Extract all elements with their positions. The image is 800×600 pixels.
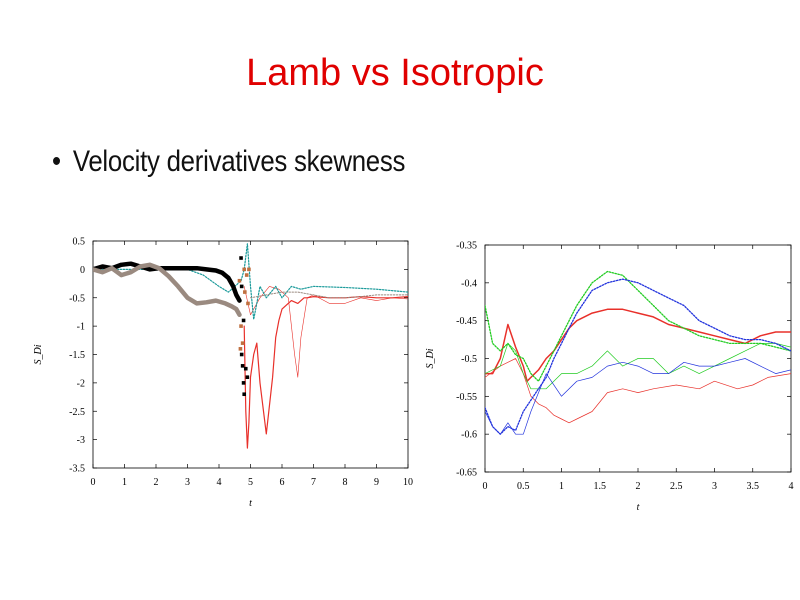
series-line — [250, 291, 408, 299]
scatter-point — [241, 318, 246, 323]
y-tick-label: -0.55 — [456, 392, 477, 403]
scatter-point — [244, 273, 249, 277]
scatter-point — [247, 267, 251, 272]
x-tick-label: 1 — [559, 481, 564, 492]
x-tick-label: 3 — [185, 477, 190, 488]
scatter-point — [239, 324, 243, 328]
scatter-point — [240, 364, 245, 368]
x-tick-label: 1 — [122, 477, 127, 488]
series-line — [485, 358, 791, 424]
series-line — [243, 296, 408, 449]
y-tick-label: -3.5 — [69, 464, 85, 475]
y-tick-label: -0.5 — [461, 354, 477, 365]
scatter-point — [239, 352, 244, 357]
series-line — [485, 308, 791, 382]
y-axis-label: S_Di — [425, 348, 436, 368]
x-tick-label: 1.5 — [594, 481, 607, 492]
scatter-point — [243, 290, 247, 294]
y-tick-label: -0.45 — [456, 316, 477, 327]
chart-right: 0 0.5 1 1.5 2 2.5 3 3.5 4 -0.35 -0.4 -0.45 -0.5 -0.55… — [425, 241, 794, 514]
y-tick-label: -2 — [77, 378, 85, 389]
series-line — [485, 270, 791, 382]
y-tick-label: -0.65 — [456, 468, 477, 479]
y-tick-label: -2.5 — [69, 407, 85, 418]
x-tick-label: 7 — [311, 477, 316, 488]
plot-area — [485, 270, 791, 435]
x-tick-label: 0.5 — [517, 481, 530, 492]
x-tick-label: 6 — [280, 477, 285, 488]
x-tick-label: 2 — [154, 477, 159, 488]
y-axis-label: S_Di — [33, 344, 44, 364]
series-line — [243, 286, 408, 378]
x-tick-label: 4 — [789, 481, 794, 492]
plot-area — [93, 243, 408, 449]
series-line — [93, 261, 242, 303]
bullet-item: • Velocity derivatives skewness — [52, 145, 405, 179]
scatter-point — [242, 392, 246, 397]
y-tick-label: 0.5 — [73, 237, 86, 248]
bullet-dot-icon: • — [52, 145, 61, 178]
x-tick-label: 2 — [636, 481, 641, 492]
scatter-point — [242, 267, 246, 272]
x-tick-label: 5 — [248, 477, 253, 488]
x-tick-label: 4 — [217, 477, 222, 488]
x-tick-label: 9 — [374, 477, 379, 488]
series-line — [485, 358, 791, 435]
series-line — [485, 343, 791, 390]
y-tick-label: -0.4 — [461, 278, 477, 289]
scatter-point — [239, 284, 244, 289]
scatter-point — [238, 347, 243, 351]
y-tick-label: -0.6 — [461, 430, 477, 441]
x-tick-label: 3.5 — [747, 481, 760, 492]
y-tick-label: -3 — [77, 435, 85, 446]
scatter-point — [245, 375, 250, 379]
x-tick-label: 0 — [91, 477, 96, 488]
y-tick-label: -1 — [77, 322, 85, 333]
series-line — [485, 278, 791, 435]
slide-title: Lamb vs Isotropic — [246, 52, 544, 94]
y-tick-label: -0.35 — [456, 241, 477, 252]
scatter-point — [237, 278, 242, 283]
x-axis-label: t — [249, 498, 252, 509]
x-axis-label: t — [637, 502, 640, 513]
bullet-text: Velocity derivatives skewness — [72, 145, 406, 178]
scatter-point — [246, 301, 250, 306]
y-tick-label: -1.5 — [69, 350, 85, 361]
x-tick-label: 0 — [483, 481, 488, 492]
scatter-point — [240, 341, 245, 345]
chart-left: 0 1 2 3 4 5 6 7 8 9 10 0.5 0 -0.5 -1 -1.5 -2 -2.5 -3 -3.5 t S… — [33, 237, 413, 510]
series-line — [93, 262, 242, 318]
x-tick-label: 8 — [343, 477, 348, 488]
x-tick-label: 2.5 — [670, 481, 683, 492]
scatter-point — [243, 366, 248, 371]
y-tick-label: -0.5 — [69, 293, 85, 304]
x-tick-label: 3 — [712, 481, 717, 492]
scatter-point — [239, 256, 243, 260]
y-tick-label: 0 — [80, 265, 85, 276]
x-tick-label: 10 — [403, 477, 413, 488]
scatter-point — [241, 381, 246, 385]
